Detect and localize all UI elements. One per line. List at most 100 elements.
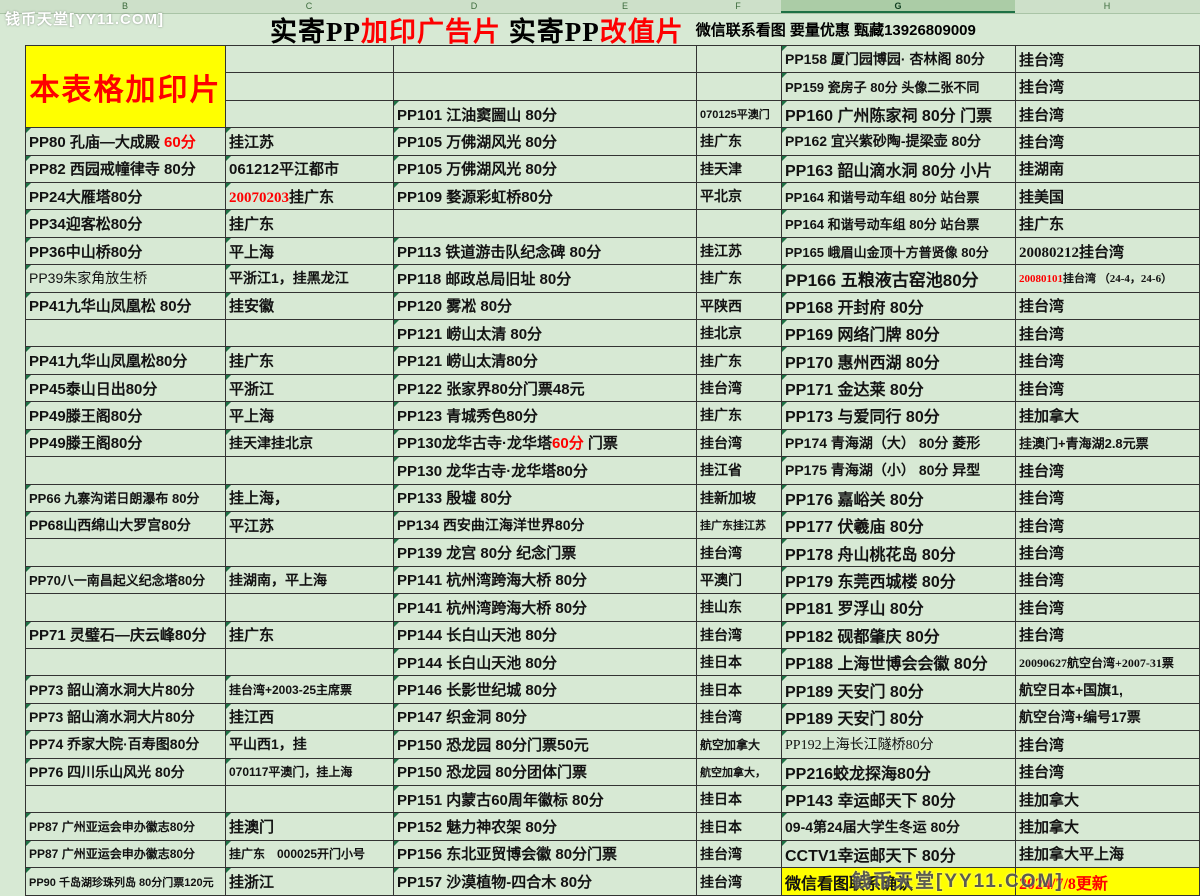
cell-G28[interactable]: PP143 幸运邮天下 80分	[781, 784, 1016, 814]
cell-C18[interactable]: 平江苏	[225, 510, 394, 540]
cell-D15[interactable]: PP130龙华古寺·龙华塔60分 门票	[393, 428, 697, 458]
cell-H22[interactable]: 挂台湾	[1015, 620, 1200, 649]
cell-C16[interactable]	[225, 456, 394, 485]
cell-D3[interactable]: PP101 江油窦圌山 80分	[393, 99, 697, 129]
cell-G5[interactable]: PP163 韶山滴水洞 80分 小片	[781, 154, 1016, 184]
cell-D12[interactable]: PP121 崂山太清80分	[393, 346, 697, 375]
cell-D27[interactable]: PP150 恐龙园 80分团体门票	[393, 757, 697, 786]
cell-G20[interactable]: PP179 东莞西城楼 80分	[781, 565, 1016, 595]
cell-F27[interactable]: 航空加拿大，	[696, 757, 782, 786]
cell-D9[interactable]: PP118 邮政总局旧址 80分	[393, 264, 697, 293]
cell-C21[interactable]	[225, 593, 394, 622]
cell-F14[interactable]: 挂广东	[696, 401, 782, 430]
cell-H16[interactable]: 挂台湾	[1015, 456, 1200, 485]
cell-B16[interactable]	[25, 456, 226, 485]
column-header-B[interactable]: B	[121, 1, 129, 11]
column-header-D[interactable]: D	[470, 1, 478, 11]
cell-B10[interactable]: PP41九华山凤凰松 80分	[25, 291, 226, 321]
cell-C11[interactable]	[225, 319, 394, 348]
cell-G30[interactable]: CCTV1幸运邮天下 80分	[781, 839, 1016, 869]
cell-D11[interactable]: PP121 崂山太清 80分	[393, 319, 697, 348]
cell-F26[interactable]: 航空加拿大	[696, 730, 782, 759]
cell-F19[interactable]: 挂台湾	[696, 538, 782, 567]
column-header-C[interactable]: C	[305, 1, 313, 11]
cell-F9[interactable]: 挂广东	[696, 264, 782, 293]
cell-C6[interactable]: 20070203挂广东	[225, 182, 394, 211]
cell-F2[interactable]	[696, 72, 782, 101]
cell-F23[interactable]: 挂日本	[696, 647, 782, 677]
cell-H6[interactable]: 挂美国	[1015, 182, 1200, 211]
cell-C8[interactable]: 平上海	[225, 236, 394, 266]
cell-C25[interactable]: 挂江西	[225, 702, 394, 732]
cell-D31[interactable]: PP157 沙漠植物-四合木 80分	[393, 867, 697, 896]
cell-D22[interactable]: PP144 长白山天池 80分	[393, 620, 697, 649]
cell-G31[interactable]: 微信看图联系确认	[781, 867, 1016, 896]
cell-D1[interactable]	[393, 44, 697, 74]
cell-G24[interactable]: PP189 天安门 80分	[781, 675, 1016, 704]
cell-F4[interactable]: 挂广东	[696, 127, 782, 156]
cell-D24[interactable]: PP146 长影世纪城 80分	[393, 675, 697, 704]
cell-F16[interactable]: 挂江省	[696, 456, 782, 485]
cell-C10[interactable]: 挂安徽	[225, 291, 394, 321]
cell-D10[interactable]: PP120 雾凇 80分	[393, 291, 697, 321]
cell-G2[interactable]: PP159 瓷房子 80分 头像二张不同	[781, 72, 1016, 101]
cell-B22[interactable]: PP71 灵璧石—庆云峰80分	[25, 620, 226, 649]
cell-G10[interactable]: PP168 开封府 80分	[781, 291, 1016, 321]
cell-G18[interactable]: PP177 伏羲庙 80分	[781, 510, 1016, 540]
cell-H9[interactable]: 20080101挂台湾 （24-4，24-6）	[1015, 264, 1200, 293]
cell-D19[interactable]: PP139 龙宫 80分 纪念门票	[393, 538, 697, 567]
cell-G9[interactable]: PP166 五粮液古窑池80分	[781, 264, 1016, 293]
cell-D7[interactable]	[393, 209, 697, 238]
cell-C30[interactable]: 挂广东 000025开门小号	[225, 839, 394, 869]
cell-F15[interactable]: 挂台湾	[696, 428, 782, 458]
cell-D8[interactable]: PP113 铁道游击队纪念碑 80分	[393, 236, 697, 266]
cell-C24[interactable]: 挂台湾+2003-25主席票	[225, 675, 394, 704]
cell-F22[interactable]: 挂台湾	[696, 620, 782, 649]
cell-F24[interactable]: 挂日本	[696, 675, 782, 704]
cell-B26[interactable]: PP74 乔家大院·百寿图80分	[25, 730, 226, 759]
cell-D2[interactable]	[393, 72, 697, 101]
cell-H20[interactable]: 挂台湾	[1015, 565, 1200, 595]
cell-B31[interactable]: PP90 千岛湖珍珠列岛 80分门票120元	[25, 867, 226, 896]
column-header-H[interactable]: H	[1103, 1, 1111, 11]
cell-G12[interactable]: PP170 惠州西湖 80分	[781, 346, 1016, 375]
cell-C31[interactable]: 挂浙江	[225, 867, 394, 896]
cell-G17[interactable]: PP176 嘉峪关 80分	[781, 483, 1016, 512]
cell-C28[interactable]	[225, 784, 394, 814]
cell-G7[interactable]: PP164 和谐号动车组 80分 站台票	[781, 209, 1016, 238]
cell-C4[interactable]: 挂江苏	[225, 127, 394, 156]
cell-H7[interactable]: 挂广东	[1015, 209, 1200, 238]
cell-G23[interactable]: PP188 上海世博会会徽 80分	[781, 647, 1016, 677]
cell-G4[interactable]: PP162 宜兴紫砂陶-提梁壶 80分	[781, 127, 1016, 156]
cell-D4[interactable]: PP105 万佛湖风光 80分	[393, 127, 697, 156]
cell-F18[interactable]: 挂广东挂江苏	[696, 510, 782, 540]
cell-D16[interactable]: PP130 龙华古寺·龙华塔80分	[393, 456, 697, 485]
cell-D26[interactable]: PP150 恐龙园 80分门票50元	[393, 730, 697, 759]
cell-C1[interactable]	[225, 44, 394, 74]
cell-H15[interactable]: 挂澳门+青海湖2.8元票	[1015, 428, 1200, 458]
cell-H13[interactable]: 挂台湾	[1015, 373, 1200, 403]
cell-G25[interactable]: PP189 天安门 80分	[781, 702, 1016, 732]
cell-C2[interactable]	[225, 72, 394, 101]
cell-B11[interactable]	[25, 319, 226, 348]
cell-B20[interactable]: PP70八一南昌起义纪念塔80分	[25, 565, 226, 595]
cell-D13[interactable]: PP122 张家界80分门票48元	[393, 373, 697, 403]
cell-B18[interactable]: PP68山西绵山大罗宫80分	[25, 510, 226, 540]
cell-F11[interactable]: 挂北京	[696, 319, 782, 348]
cell-F20[interactable]: 平澳门	[696, 565, 782, 595]
cell-H12[interactable]: 挂台湾	[1015, 346, 1200, 375]
cell-C17[interactable]: 挂上海，	[225, 483, 394, 512]
cell-H31[interactable]: 2024/7/8更新	[1015, 867, 1200, 896]
cell-F29[interactable]: 挂日本	[696, 812, 782, 841]
cell-H30[interactable]: 挂加拿大平上海	[1015, 839, 1200, 869]
cell-G19[interactable]: PP178 舟山桃花岛 80分	[781, 538, 1016, 567]
cell-C9[interactable]: 平浙江1，挂黑龙江	[225, 264, 394, 293]
cell-F13[interactable]: 挂台湾	[696, 373, 782, 403]
cell-B1[interactable]: 本表格加印片	[25, 44, 226, 129]
cell-G21[interactable]: PP181 罗浮山 80分	[781, 593, 1016, 622]
cell-B19[interactable]	[25, 538, 226, 567]
cell-B29[interactable]: PP87 广州亚运会申办徽志80分	[25, 812, 226, 841]
cell-C3[interactable]	[225, 99, 394, 129]
cell-H21[interactable]: 挂台湾	[1015, 593, 1200, 622]
cell-H26[interactable]: 挂台湾	[1015, 730, 1200, 759]
